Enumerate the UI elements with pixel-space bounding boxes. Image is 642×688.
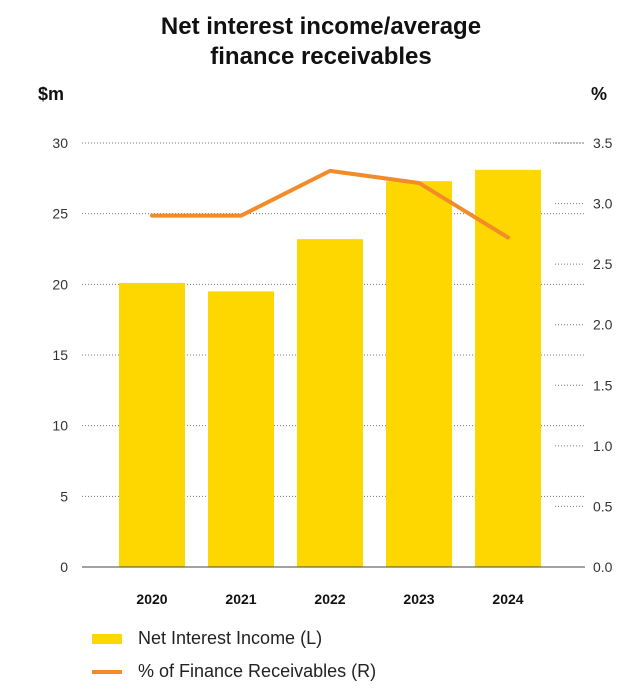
left-tick-label-0: 0 [60,559,68,575]
chart-title-line-2: finance receivables [210,43,432,70]
bar-2023 [386,181,452,567]
legend-line-swatch [92,669,122,674]
left-tick-label-2: 10 [52,418,68,434]
line-series-finance-receivables [150,168,510,240]
bar-2021 [208,291,274,567]
left-tick-label-1: 5 [60,488,68,504]
chart-title-line-1: Net interest income/average [160,13,482,40]
bar-2020 [119,282,185,567]
legend-bar-label: Net Interest Income (L) [138,628,323,648]
left-tick-label-6: 30 [52,135,68,151]
legend-item-line: % of Finance Receivables (R) [92,661,376,682]
chart-title: Net interest income/average finance rece… [0,12,642,72]
right-axis-unit: % [591,84,608,104]
legend-line-label: % of Finance Receivables (R) [138,661,377,681]
legend-item-bar: Net Interest Income (L) [92,628,322,649]
right-tick-label-7: 3.5 [593,135,613,151]
legend-bar-swatch [92,633,122,644]
x-tick-label-2022: 2022 [314,591,345,607]
x-tick-label-2024: 2024 [492,591,523,607]
x-tick-label-2023: 2023 [403,591,434,607]
left-tick-label-4: 20 [52,276,68,292]
right-tick-label-6: 3.0 [593,196,613,212]
right-tick-label-2: 1.0 [593,438,613,454]
bar-2022 [297,239,363,567]
left-tick-label-3: 15 [52,347,68,363]
left-tick-label-5: 25 [52,206,68,222]
x-tick-label-2021: 2021 [225,591,256,607]
right-tick-label-1: 0.5 [593,498,613,514]
right-tick-label-0: 0.0 [593,559,613,575]
right-tick-label-4: 2.0 [593,317,613,333]
right-tick-label-5: 2.5 [593,256,613,272]
bar-2024 [475,169,541,567]
x-tick-label-2020: 2020 [136,591,167,607]
chart-canvas: 0 5 10 15 20 25 30 0.0 0.5 1.0 1.5 2.0 2.5 3.0 3.5 2020… [52,135,613,607]
right-tick-label-3: 1.5 [593,377,613,393]
left-axis-unit: $m [38,84,65,104]
